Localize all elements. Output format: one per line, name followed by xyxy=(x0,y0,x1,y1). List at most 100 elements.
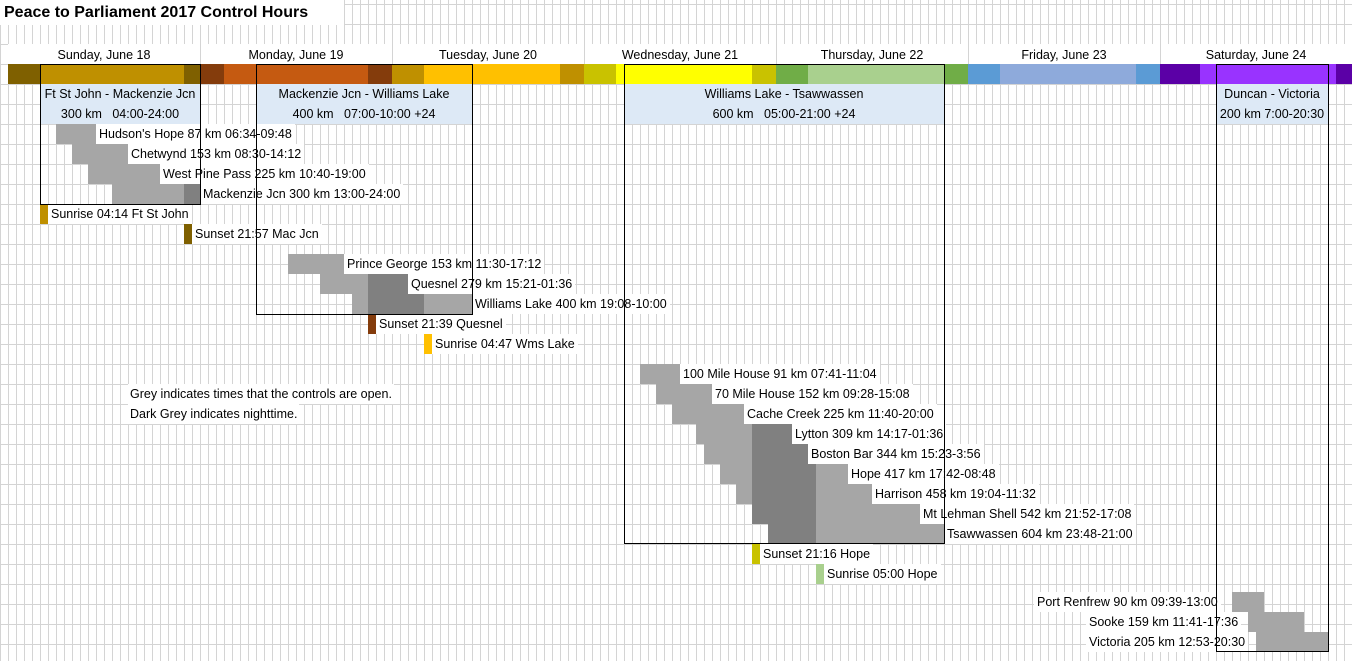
stage-header-1: Ft St John - Mackenzie Jcn 300 km 04:00-… xyxy=(40,84,200,124)
sun-event-label: Sunrise 04:47 Wms Lake xyxy=(432,334,578,354)
control-night-bar xyxy=(368,294,424,314)
day-header-thursday: Thursday, June 22 xyxy=(820,48,924,62)
stage-header-4: Duncan - Victoria 200 km 7:00-20:30 xyxy=(1216,84,1328,124)
control-open-bar xyxy=(640,364,680,384)
bar-segment-tuesday-evening xyxy=(560,64,584,84)
day-header-row: Sunday, June 18 Monday, June 19 Tuesday,… xyxy=(8,44,1352,64)
sunrise-marker xyxy=(424,334,432,354)
stage-detail: 200 km 7:00-20:30 xyxy=(1219,107,1325,121)
control-label: Victoria 205 km 12:53-20:30 xyxy=(1086,632,1249,652)
control-open-bar xyxy=(816,504,920,524)
sunset-marker xyxy=(368,314,376,334)
control-night-bar xyxy=(752,464,816,484)
control-label: Williams Lake 400 km 19:08-10:00 xyxy=(472,294,670,314)
bar-segment-friday-morning xyxy=(968,64,1000,84)
stage-detail: 400 km 07:00-10:00 +24 xyxy=(292,107,436,121)
control-open-bar xyxy=(112,184,184,204)
bar-segment-monday-evening xyxy=(368,64,392,84)
bar-segment-sunday-day xyxy=(40,64,184,84)
bar-segment-friday-evening xyxy=(1136,64,1160,84)
control-night-bar xyxy=(368,274,408,294)
control-night-bar xyxy=(768,524,816,544)
control-label: Lytton 309 km 14:17-01:36 xyxy=(792,424,947,444)
bar-segment-monday-day xyxy=(224,64,368,84)
sun-event-label: Sunset 21:39 Quesnel xyxy=(376,314,506,334)
control-label: Boston Bar 344 km 15:23-3:56 xyxy=(808,444,984,464)
bar-segment-saturday-day xyxy=(1200,64,1336,84)
control-open-bar xyxy=(288,254,344,274)
bar-segment-saturday-evening xyxy=(1336,64,1352,84)
control-night-bar xyxy=(752,424,792,444)
control-open-bar xyxy=(816,524,944,544)
legend-note-open: Grey indicates times that the controls a… xyxy=(128,384,394,404)
control-open-bar xyxy=(320,274,368,294)
sunset-marker xyxy=(184,224,192,244)
bar-segment-sunday-night xyxy=(8,64,40,84)
day-header-monday: Monday, June 19 xyxy=(248,48,344,62)
control-open-bar xyxy=(672,404,744,424)
day-header-friday: Friday, June 23 xyxy=(1021,48,1107,62)
control-label: 70 Mile House 152 km 09:28-15:08 xyxy=(712,384,913,404)
control-night-bar xyxy=(752,504,816,524)
control-open-bar xyxy=(1232,592,1264,612)
bar-segment-wednesday-morning xyxy=(584,64,616,84)
bar-segment-monday-night xyxy=(200,64,224,84)
control-label: 100 Mile House 91 km 07:41-11:04 xyxy=(680,364,880,384)
bar-segment-wednesday-day xyxy=(616,64,752,84)
bar-segment-thursday-day xyxy=(808,64,944,84)
control-label: Port Renfrew 90 km 09:39-13:00 xyxy=(1034,592,1221,612)
sun-event-label: Sunset 21:16 Hope xyxy=(760,544,874,564)
day-header-sunday: Sunday, June 18 xyxy=(57,48,151,62)
stage-name: Mackenzie Jcn - Williams Lake xyxy=(278,87,450,101)
control-open-bar xyxy=(704,444,752,464)
bar-segment-saturday-morning xyxy=(1160,64,1200,84)
control-open-bar xyxy=(1256,632,1328,652)
control-label: Hope 417 km 17:42-08:48 xyxy=(848,464,999,484)
legend-note-night: Dark Grey indicates nighttime. xyxy=(128,404,300,424)
control-label: Harrison 458 km 19:04-11:32 xyxy=(872,484,1039,504)
bar-segment-tuesday-morning xyxy=(392,64,424,84)
day-header-tuesday: Tuesday, June 20 xyxy=(439,48,537,62)
control-label: Mackenzie Jcn 300 km 13:00-24:00 xyxy=(200,184,404,204)
day-divider xyxy=(776,44,777,64)
control-open-bar xyxy=(1248,612,1304,632)
sunrise-marker xyxy=(816,564,824,584)
control-label: Sooke 159 km 11:41-17:36 xyxy=(1086,612,1242,632)
sun-event-label: Sunrise 05:00 Hope xyxy=(824,564,941,584)
control-open-bar xyxy=(736,484,752,504)
sun-event-label: Sunrise 04:14 Ft St John xyxy=(48,204,192,224)
bar-segment-thursday-morning xyxy=(776,64,808,84)
day-divider xyxy=(584,44,585,64)
control-night-bar xyxy=(752,484,816,504)
day-header-saturday: Saturday, June 24 xyxy=(1205,48,1307,62)
sheet-title: Peace to Parliament 2017 Control Hours xyxy=(0,0,344,25)
day-divider xyxy=(200,44,201,64)
day-night-color-bar xyxy=(8,64,1352,84)
control-open-bar xyxy=(56,124,96,144)
day-divider xyxy=(968,44,969,64)
control-label: Quesnel 279 km 15:21-01:36 xyxy=(408,274,576,294)
control-label: Prince George 153 km 11:30-17:12 xyxy=(344,254,545,274)
bar-segment-thursday-evening xyxy=(944,64,968,84)
control-open-bar xyxy=(352,294,368,314)
bar-segment-friday-day xyxy=(1000,64,1136,84)
control-open-bar xyxy=(720,464,752,484)
control-open-bar xyxy=(656,384,712,404)
control-open-bar xyxy=(696,424,752,444)
control-night-bar xyxy=(752,444,808,464)
sun-event-label: Sunset 21:57 Mac Jcn xyxy=(192,224,322,244)
control-label: Mt Lehman Shell 542 km 21:52-17:08 xyxy=(920,504,1135,524)
control-open-bar xyxy=(816,484,872,504)
stage-detail: 300 km 04:00-24:00 xyxy=(60,107,180,121)
control-label: Hudson's Hope 87 km 06:34-09:48 xyxy=(96,124,295,144)
sunset-marker xyxy=(752,544,760,564)
stage-detail: 600 km 05:00-21:00 +24 xyxy=(712,107,856,121)
day-divider xyxy=(1160,44,1161,64)
stage-outline-4 xyxy=(1216,64,1329,652)
stage-header-3: Williams Lake - Tsawwassen 600 km 05:00-… xyxy=(624,84,944,124)
control-label: Tsawwassen 604 km 23:48-21:00 xyxy=(944,524,1136,544)
day-divider xyxy=(392,44,393,64)
stage-header-2: Mackenzie Jcn - Williams Lake 400 km 07:… xyxy=(256,84,472,124)
control-open-bar xyxy=(816,464,848,484)
bar-segment-wednesday-evening xyxy=(752,64,776,84)
